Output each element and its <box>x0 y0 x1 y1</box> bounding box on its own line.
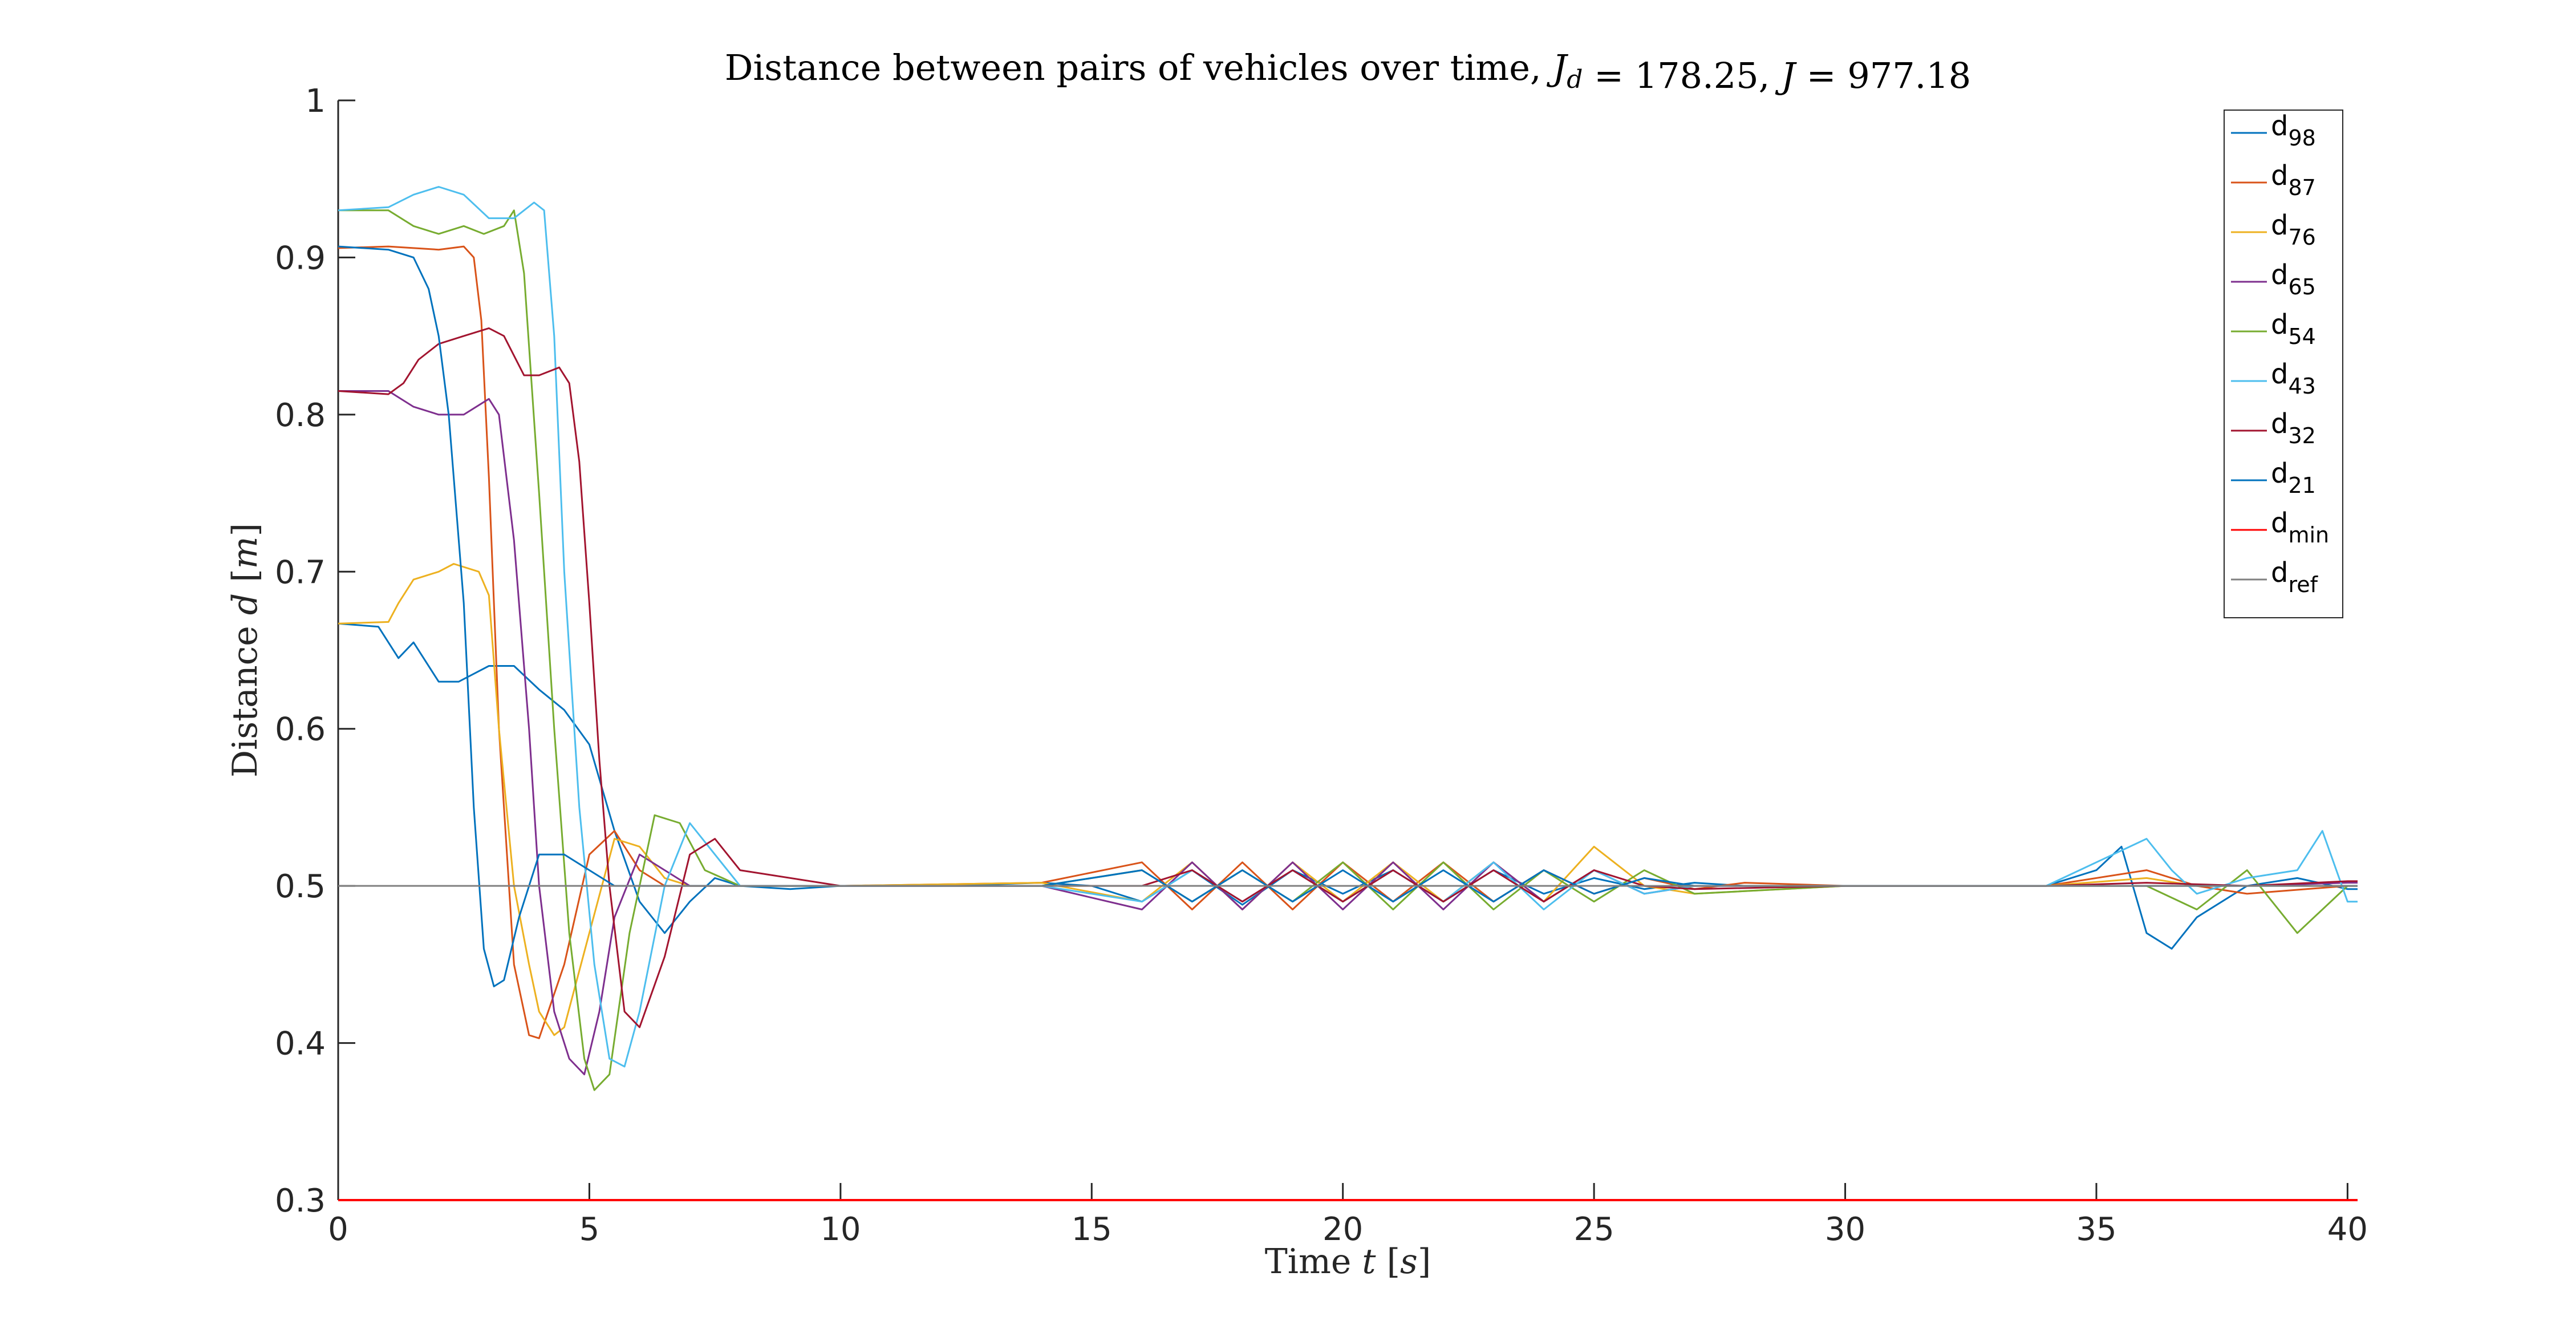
legend-label-dmin: dmin <box>2271 507 2329 548</box>
series-line-d98 <box>338 622 2358 950</box>
series-line-d87 <box>338 245 2358 1039</box>
chart-title: Distance between pairs of vehicles over … <box>725 47 1971 96</box>
legend-label-d21: d21 <box>2271 457 2316 498</box>
legend-label-dref: dref <box>2271 557 2319 597</box>
legend-label-d98: d98 <box>2271 110 2316 151</box>
plot-area <box>338 186 2358 1201</box>
series-line-d32 <box>338 327 2358 1028</box>
x-tick-label: 20 <box>1323 1211 1363 1248</box>
legend-label-d43: d43 <box>2271 358 2316 399</box>
x-tick-label: 15 <box>1072 1211 1112 1248</box>
legend-box <box>2224 110 2343 618</box>
labels: 0 5 10 15 20 25 30 35 40 0.3 0.4 0.5 0.6 0.7 0.8 0.9 1 Di… <box>225 47 2368 1282</box>
y-axis-label: Distance d [m] <box>225 523 265 777</box>
legend-label-d76: d76 <box>2271 209 2316 250</box>
x-axis-label: Time t [s] <box>1265 1242 1431 1282</box>
x-tick-label: 5 <box>579 1211 600 1248</box>
legend: d98 d87 d76 d65 d54 d43 d32 d21 dmin dref <box>2224 110 2343 618</box>
y-tick-label: 0.9 <box>275 240 326 277</box>
x-tick-label: 10 <box>820 1211 861 1248</box>
x-tick-label: 0 <box>328 1211 348 1248</box>
y-tick-label: 0.6 <box>275 711 326 748</box>
legend-label-d32: d32 <box>2271 408 2316 448</box>
series-line-d65 <box>338 390 2358 1076</box>
y-tick-label: 1 <box>305 83 326 120</box>
x-tick-label: 25 <box>1573 1211 1614 1248</box>
series-line-d43 <box>338 186 2358 1068</box>
x-tick-label: 35 <box>2076 1211 2116 1248</box>
axes <box>337 99 2358 1201</box>
y-tick-label: 0.8 <box>275 397 326 434</box>
y-tick-label: 0.3 <box>275 1182 326 1219</box>
legend-label-d54: d54 <box>2271 309 2316 349</box>
series-line-d54 <box>338 209 2358 1091</box>
y-tick-label: 0.7 <box>275 554 326 591</box>
x-tick-label: 30 <box>1825 1211 1865 1248</box>
legend-label-d87: d87 <box>2271 160 2316 200</box>
series-line-d76 <box>338 563 2358 1036</box>
legend-label-d65: d65 <box>2271 259 2316 299</box>
y-tick-label: 0.4 <box>275 1026 326 1063</box>
x-tick-label: 40 <box>2327 1211 2368 1248</box>
y-tick-label: 0.5 <box>275 868 326 905</box>
